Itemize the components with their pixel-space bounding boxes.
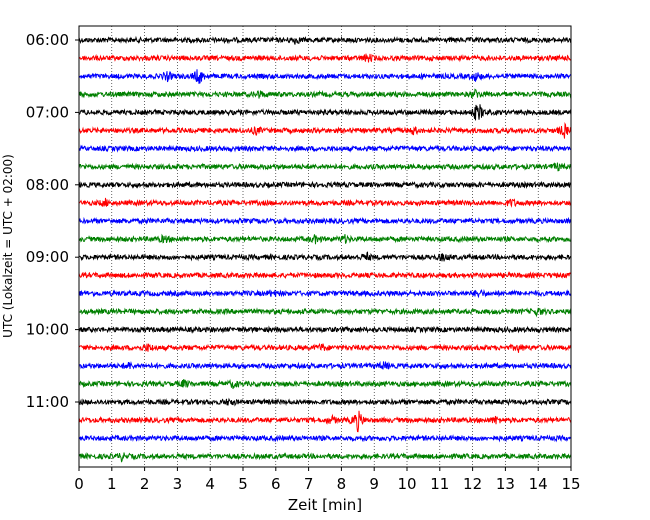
trace-line (78, 271, 572, 280)
trace-line (78, 233, 572, 245)
trace-line (78, 104, 572, 121)
x-tick-label: 14 (529, 475, 548, 493)
x-tick-label: 0 (74, 475, 84, 493)
x-tick-label: 8 (337, 475, 347, 493)
trace-line (78, 342, 572, 353)
trace-line (78, 452, 572, 463)
trace-line (78, 88, 572, 99)
x-axis-label: Zeit [min] (288, 496, 362, 514)
trace-line (78, 378, 572, 390)
x-tick-label: 5 (238, 475, 248, 493)
x-tick-label: 6 (271, 475, 281, 493)
trace-line (78, 289, 572, 299)
trace-line (78, 251, 572, 262)
trace-line (78, 433, 572, 443)
trace-line (78, 410, 572, 433)
x-tick-label: 12 (463, 475, 482, 493)
trace-line (78, 161, 572, 172)
trace-line (78, 216, 572, 226)
x-tick-label: 15 (561, 475, 580, 493)
y-tick-label: 10:00 (26, 321, 69, 339)
trace-line (78, 307, 572, 318)
x-tick-label: 1 (107, 475, 117, 493)
y-tick-label: 09:00 (26, 248, 69, 266)
y-tick-label: 07:00 (26, 103, 69, 121)
x-tick-label: 3 (173, 475, 183, 493)
trace-line (78, 144, 572, 153)
x-tick-label: 2 (140, 475, 150, 493)
trace-line (78, 35, 572, 45)
y-tick-label: 06:00 (26, 31, 69, 49)
x-tick-label: 9 (369, 475, 379, 493)
y-axis-label: UTC (Lokalzeit = UTC + 02:00) (1, 154, 15, 338)
plot-frame (78, 25, 572, 468)
x-tick-label: 7 (304, 475, 314, 493)
x-tick-label: 13 (496, 475, 515, 493)
trace-line (78, 53, 572, 63)
trace-line (78, 180, 572, 190)
y-axis-ticks: 06:00 07:00 08:00 09:00 10:00 11:00 (26, 31, 79, 411)
x-tick-label: 4 (205, 475, 215, 493)
y-tick-label: 11:00 (26, 393, 69, 411)
seismic-traces (78, 35, 572, 463)
x-tick-label: 11 (430, 475, 449, 493)
x-tick-label: 10 (397, 475, 416, 493)
trace-line (78, 121, 572, 139)
trace-line (78, 197, 572, 208)
trace-line (78, 360, 572, 371)
trace-line (78, 325, 572, 334)
y-tick-label: 08:00 (26, 176, 69, 194)
x-axis-ticks: 0 1 2 3 4 5 6 7 8 9 10 11 12 13 14 15 (74, 467, 581, 493)
trace-line (78, 69, 572, 84)
trace-line (78, 397, 572, 407)
